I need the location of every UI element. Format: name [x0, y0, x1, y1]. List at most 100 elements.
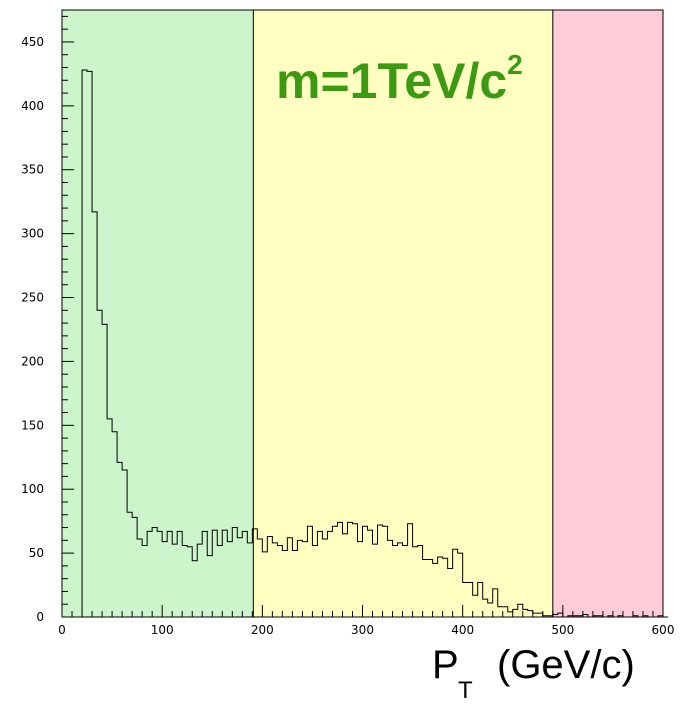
histogram-bin — [82, 70, 87, 617]
histogram-bin — [127, 512, 132, 617]
histogram-bin — [232, 528, 237, 617]
region-0 — [62, 10, 254, 617]
histogram-bin — [187, 547, 192, 617]
histogram-bin — [167, 531, 172, 617]
mass-annotation-text: m=1TeV/c — [276, 53, 507, 109]
x-axis-title-unit: (GeV/c) — [497, 643, 635, 687]
histogram-bin — [302, 542, 307, 617]
x-tick-label: 200 — [251, 623, 274, 637]
mass-annotation: m=1TeV/c2 — [276, 49, 523, 109]
histogram-bin — [523, 609, 528, 617]
histogram-bin — [157, 531, 162, 617]
histogram-bin — [112, 432, 117, 617]
mass-annotation-superscript: 2 — [507, 49, 523, 80]
histogram-bin — [483, 599, 488, 617]
histogram-bin — [383, 526, 388, 617]
histogram-bin — [212, 530, 217, 617]
histogram-bin — [558, 613, 563, 617]
y-tick-label: 350 — [21, 163, 44, 177]
x-tick-label: 0 — [58, 623, 66, 637]
histogram-series — [81, 69, 669, 618]
histogram-bin — [107, 419, 112, 617]
histogram-bin — [438, 557, 443, 617]
y-tick-label: 300 — [21, 227, 44, 241]
histogram-bin — [428, 559, 433, 617]
x-axis-title: P T (GeV/c) — [432, 643, 635, 704]
histogram-bin — [322, 539, 327, 617]
histogram-bin — [182, 545, 187, 617]
x-axis-title-subscript: T — [458, 677, 473, 704]
y-tick-label: 450 — [21, 35, 44, 49]
histogram-bin — [277, 545, 282, 617]
histogram-bin — [498, 607, 503, 617]
histogram-bin — [177, 531, 182, 617]
histogram-bin — [413, 547, 418, 617]
histogram-bin — [533, 613, 538, 617]
region-2 — [552, 10, 663, 617]
histogram-bin — [202, 531, 207, 617]
histogram-bin — [408, 524, 413, 617]
histogram-bin — [142, 545, 147, 617]
histogram-line — [81, 69, 669, 618]
histogram-bin — [222, 530, 227, 617]
histogram-bin — [478, 582, 483, 617]
histogram-bin — [513, 609, 518, 617]
histogram-bin — [252, 529, 257, 617]
histogram-bin — [132, 517, 137, 617]
histogram-bin — [197, 544, 202, 617]
y-tick-label: 100 — [21, 482, 44, 496]
histogram-bin — [162, 542, 167, 617]
histogram-bin — [242, 531, 247, 617]
region-1 — [253, 10, 553, 617]
histogram-bin — [373, 544, 378, 617]
histogram-bin — [282, 551, 287, 617]
histogram-bin — [463, 582, 468, 617]
histogram-bin — [272, 543, 277, 617]
x-tick-label: 400 — [451, 623, 474, 637]
histogram-bin — [92, 212, 97, 617]
histogram-bin — [152, 528, 157, 617]
histogram-bin — [267, 536, 272, 617]
histogram-bin — [287, 538, 292, 617]
histogram-bin — [528, 611, 533, 617]
histogram-bin — [453, 549, 458, 617]
histogram-bin — [217, 545, 222, 617]
histogram-bin — [393, 545, 398, 617]
histogram-bin — [418, 545, 423, 617]
y-tick-label: 250 — [21, 291, 44, 305]
histogram-bin — [403, 545, 408, 617]
histogram-bin — [332, 526, 337, 617]
histogram-bin — [443, 558, 448, 617]
histogram-bin — [357, 542, 362, 617]
histogram-bin — [352, 524, 357, 617]
histogram-bin — [207, 556, 212, 617]
histogram-bin — [312, 545, 317, 617]
histogram-bin — [538, 613, 543, 617]
histogram-bin — [192, 561, 197, 617]
histogram-bin — [137, 539, 142, 617]
histogram-bin — [468, 582, 473, 617]
x-tick-label: 500 — [551, 623, 574, 637]
histogram-bin — [488, 603, 493, 617]
histogram-bin — [448, 568, 453, 617]
histogram-bin — [247, 543, 252, 617]
y-tick-label: 200 — [21, 354, 44, 368]
histogram-bin — [122, 470, 127, 617]
histogram-bin — [342, 534, 347, 617]
histogram-bin — [237, 538, 242, 617]
histogram-bin — [518, 604, 523, 617]
y-tick-label: 150 — [21, 418, 44, 432]
histogram-bin — [262, 552, 267, 617]
y-tick-label: 400 — [21, 99, 44, 113]
y-tick-label: 0 — [36, 610, 44, 624]
shaded-regions — [62, 10, 663, 617]
histogram-bin — [292, 551, 297, 617]
x-tick-label: 100 — [151, 623, 174, 637]
histogram-bin — [378, 525, 383, 617]
histogram-bin — [147, 531, 152, 617]
x-axis: 0 100 200 300 400 500 600 — [58, 605, 674, 637]
histogram-bin — [503, 607, 508, 617]
y-axis: 0 50 100 150 200 250 300 350 400 450 — [21, 15, 74, 624]
histogram-bin — [347, 522, 352, 617]
